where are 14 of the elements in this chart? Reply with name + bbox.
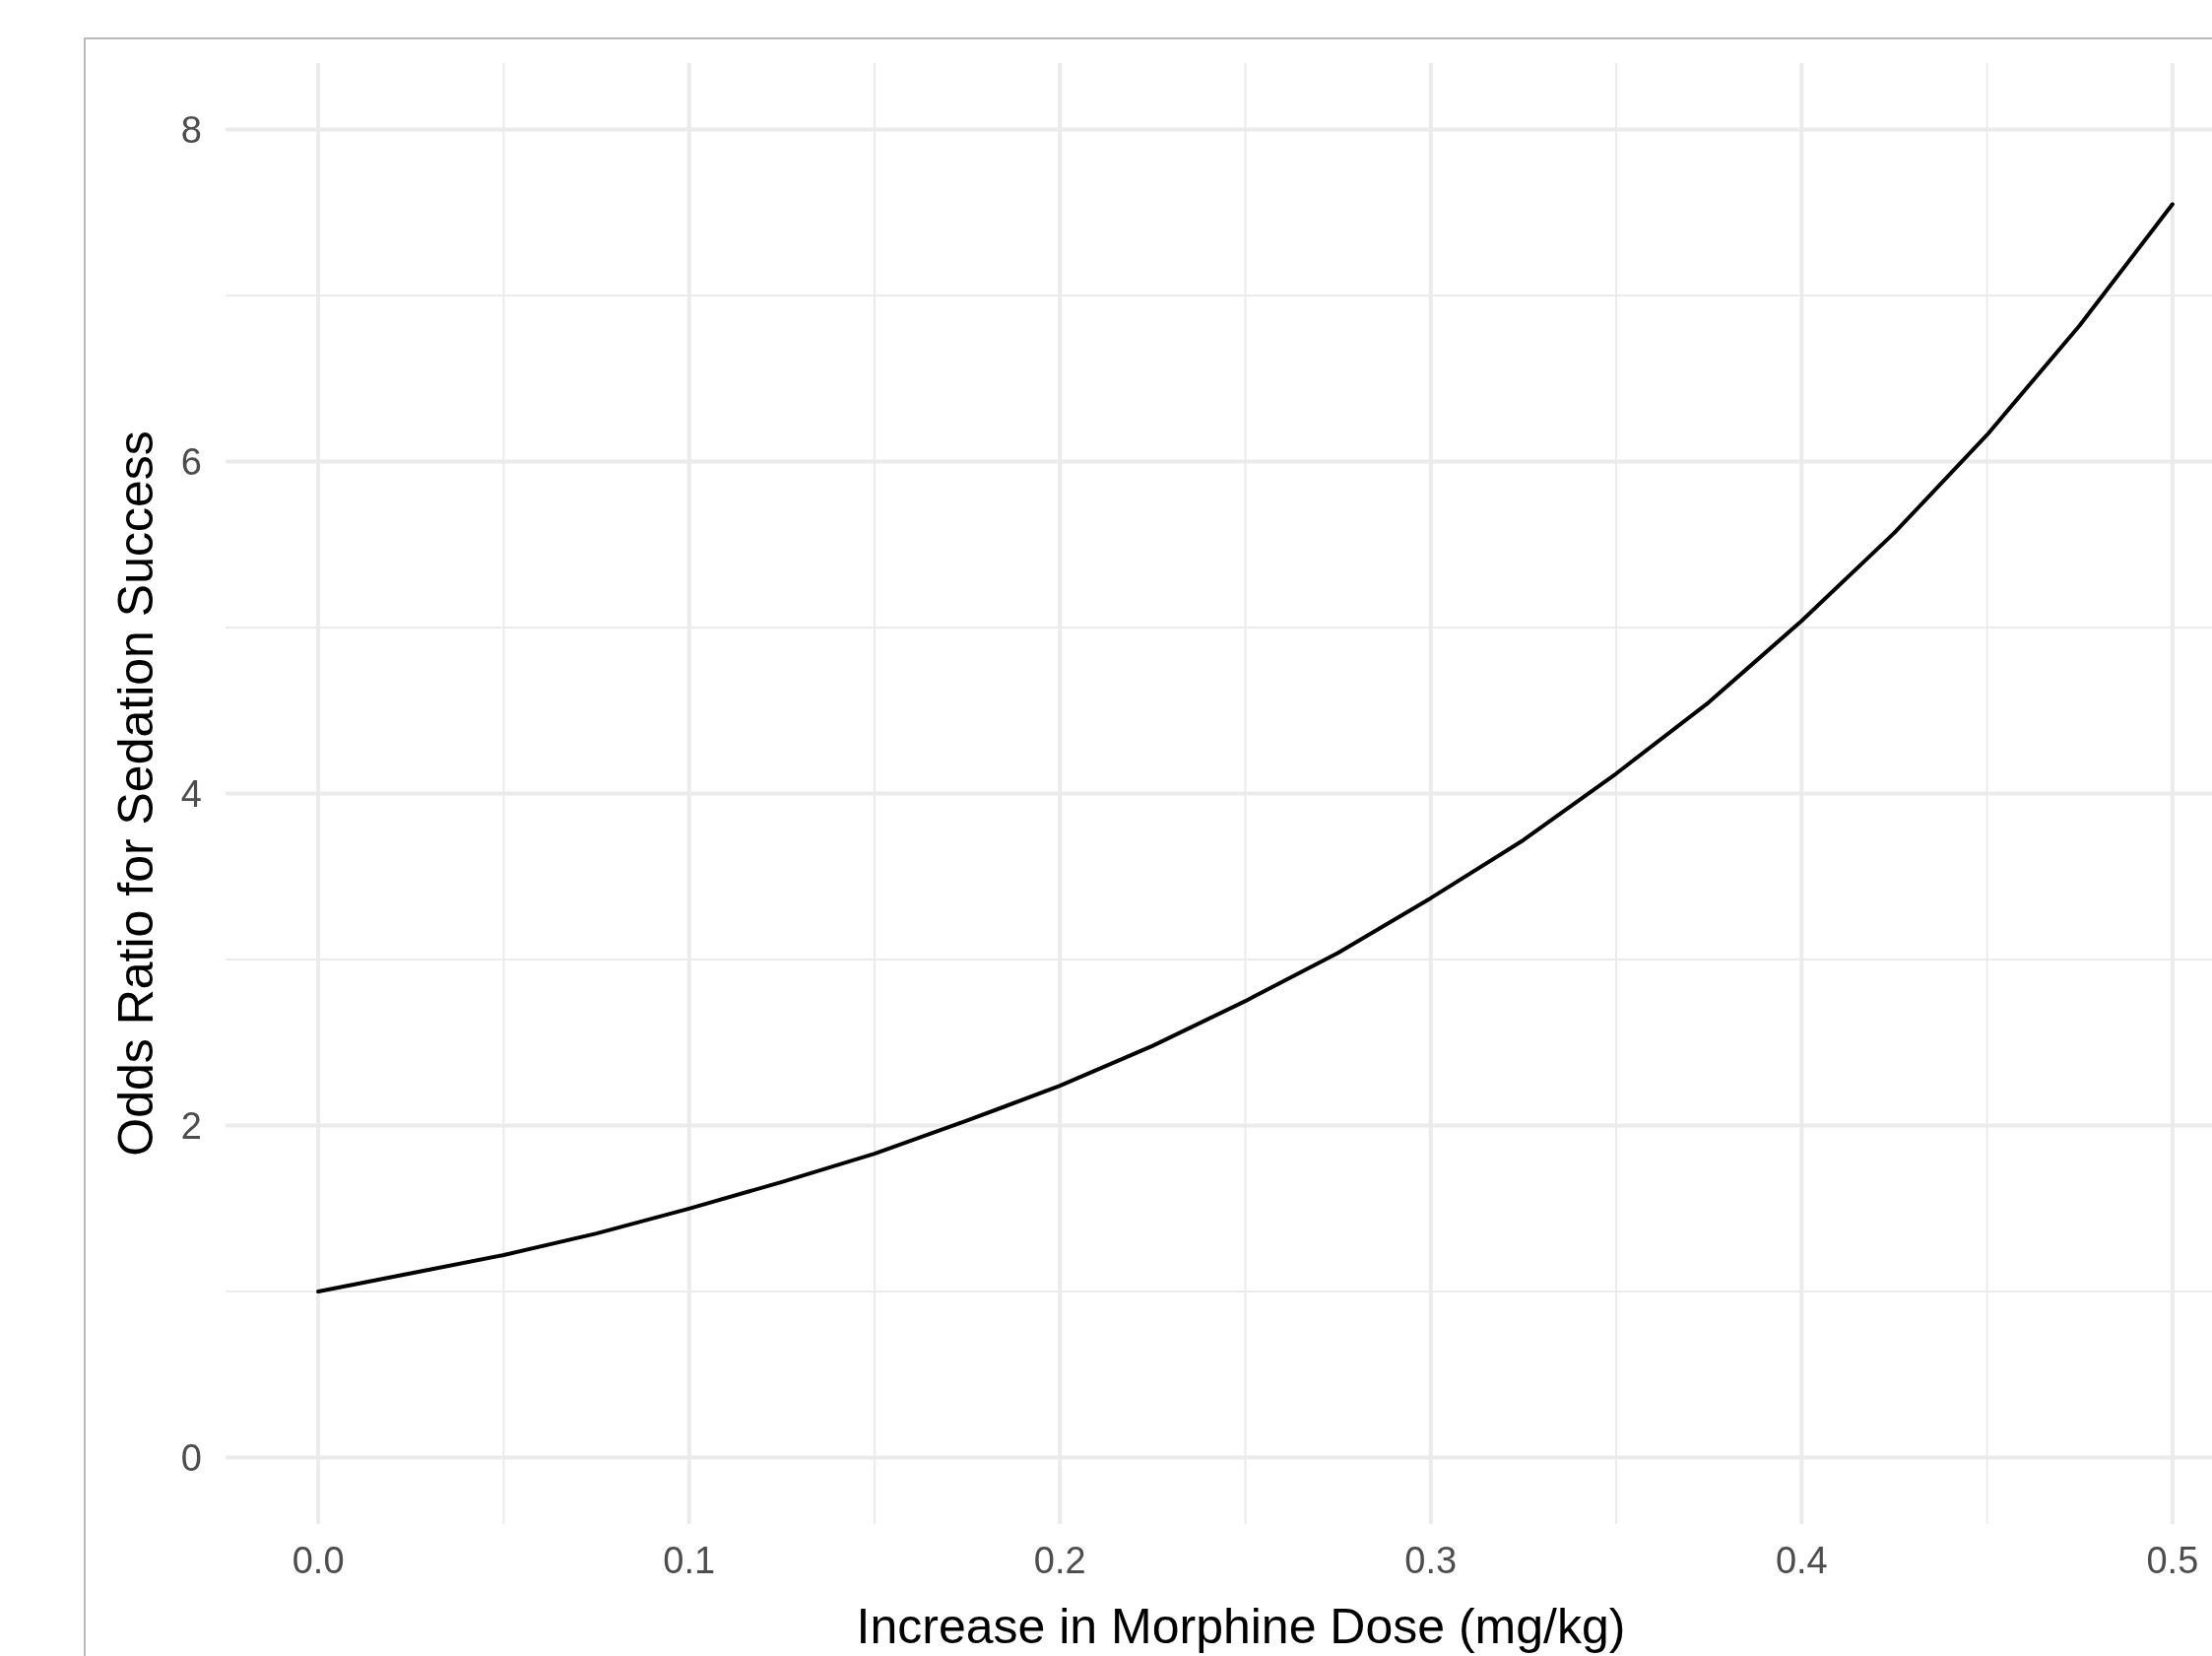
- line-series: [316, 202, 2175, 1294]
- y-tick-label: 0: [180, 1436, 202, 1479]
- x-tick-label: 0.5: [2146, 1540, 2199, 1581]
- x-tick-label: 0.4: [1775, 1540, 1828, 1581]
- x-axis-title: Increase in Morphine Dose (mg/kg): [856, 1599, 1626, 1654]
- x-tick-label: 0.2: [1033, 1540, 1086, 1581]
- y-tick-label: 6: [180, 440, 202, 483]
- x-tick-label: 0.3: [1404, 1540, 1458, 1581]
- y-tick-label: 2: [180, 1104, 202, 1147]
- x-tick-label: 0.0: [292, 1540, 345, 1581]
- y-axis-title: Odds Ratio for Sedation Success: [108, 431, 163, 1157]
- y-tick-label: 4: [180, 772, 202, 815]
- x-tick-label: 0.1: [663, 1540, 716, 1581]
- y-tick-label: 8: [180, 108, 202, 151]
